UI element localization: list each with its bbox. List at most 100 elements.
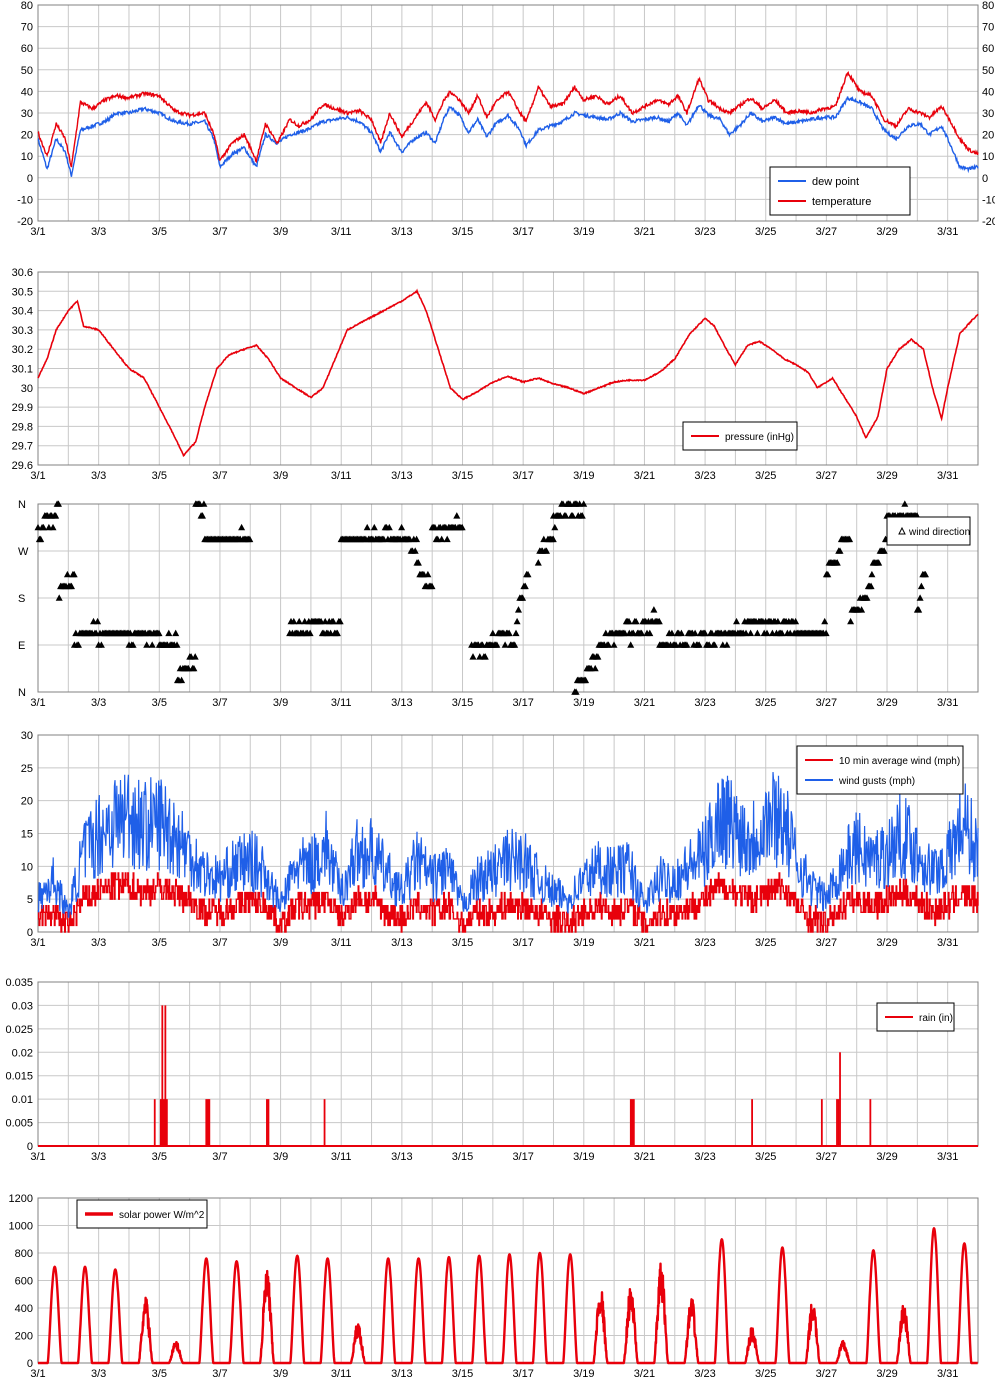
y-tick-label: 20 [21,130,33,142]
y-tick-label: 800 [15,1248,33,1260]
plot-frame [37,4,979,222]
wind-direction-point [650,606,658,613]
wind-direction-point [505,629,513,637]
x-tick-label: 3/13 [391,697,412,709]
wind-direction-point [582,676,590,684]
x-tick-label: 3/15 [452,1368,473,1380]
wind-direction-point [863,594,871,601]
x-tick-label: 3/31 [937,937,958,946]
wind-direction-point [143,641,151,648]
x-tick-label: 3/29 [876,937,897,946]
legend-label: dew point [812,176,859,188]
wind-direction-point [521,582,529,590]
y-tick-label-right: 40 [982,86,994,98]
y-tick-label: 5 [27,894,33,906]
y-tick-label: 30.1 [12,364,33,376]
y-tick-label: 400 [15,1303,33,1315]
series-line-wind-gusts [37,772,979,918]
plot-frame [37,1197,979,1364]
series-line-temperature [37,70,979,168]
wind-direction-point [295,617,303,625]
y-tick-label-right: 50 [982,65,994,77]
wind-direction-point [668,629,676,637]
wind-direction-point [604,641,613,648]
wind-direction-point [478,641,487,648]
wind-direction-point [55,594,63,601]
wind-direction-point [489,629,497,637]
wind-direction-point [672,641,680,648]
x-tick-label: 3/29 [876,1368,897,1380]
legend-label: 10 min average wind (mph) [839,756,960,767]
x-tick-label: 3/9 [273,697,288,709]
y-tick-label: 10 [21,861,33,873]
x-tick-label: 3/15 [452,226,473,238]
wind-direction-point [629,629,637,637]
x-tick-label: 3/25 [755,1151,776,1163]
x-tick-label: 3/9 [273,470,288,482]
wind-direction-point [732,617,741,625]
wind-direction-point [165,629,173,637]
wind-direction-point [187,653,195,660]
x-tick-label: 3/25 [755,470,776,482]
wind-direction-point [424,570,432,578]
x-tick-label: 3/7 [212,1151,227,1163]
wind-direction-point [363,523,371,531]
x-tick-label: 3/13 [391,1151,412,1163]
wind-direction-point [621,629,629,637]
wind-direction-point [34,523,42,531]
x-tick-label: 3/21 [634,937,655,946]
wind-direction-point [822,629,830,637]
y-tick-label: -10 [17,194,33,206]
y-tick-label: 30 [21,108,33,120]
x-tick-label: 3/9 [273,937,288,946]
x-tick-label: 3/15 [452,697,473,709]
wind-direction-point [753,629,761,637]
plot-frame [37,503,979,693]
series-line-solar-power [37,1227,979,1365]
wind-direction-point [916,594,924,601]
y-tick-label: 29.7 [12,441,33,453]
x-tick-label: 3/3 [91,226,106,238]
y-tick-label: 0.02 [12,1047,33,1059]
wind-direction-point [414,559,422,566]
wind-direction-point [438,535,446,543]
wind-direction-point [646,629,654,637]
wind-direction-point [97,641,105,648]
wind-direction-point [129,641,137,648]
x-tick-label: 3/17 [512,697,533,709]
wind-direction-point [578,512,586,519]
wind-direction-point [327,629,335,637]
wind-direction-point [836,547,844,554]
x-tick-label: 3/13 [391,226,412,238]
wind-direction-point [566,500,574,507]
y-tick-label: 80 [21,0,33,12]
x-tick-label: 3/11 [331,226,352,238]
wind-direction-point [74,641,83,648]
x-tick-label: 3/11 [331,697,352,709]
x-tick-label: 3/31 [937,697,958,709]
wind-direction-point [691,629,699,637]
wind-direction-point [172,629,180,637]
x-tick-label: 3/13 [391,1368,412,1380]
wind-direction-point [632,617,640,625]
series-line-dew-point [37,95,979,177]
wind-direction-point [792,617,800,625]
y-tick-label: E [18,640,25,652]
wind-direction-point [458,523,466,531]
x-tick-label: 3/19 [573,1368,594,1380]
wind-direction-point [52,512,60,519]
x-tick-label: 3/21 [634,226,655,238]
x-tick-label: 3/19 [573,470,594,482]
y-tick-label: 0 [27,173,33,185]
wind-direction-point [723,641,731,648]
y-tick-label: 0.035 [5,977,33,989]
y-tick-label-right: -20 [982,216,995,228]
rain-chart: 0 0.005 0.01 0.015 0.02 0.025 0.03 0.035 3/1 3/3 3… [5,977,979,1163]
x-tick-label: 3/31 [937,226,958,238]
wind-direction-point [94,617,102,625]
legend-label: wind direction [908,527,970,538]
wind-direction-point [469,653,477,660]
wind-direction-point [200,500,208,507]
y-tick-label-right: 20 [982,130,994,142]
x-tick-label: 3/5 [152,937,167,946]
